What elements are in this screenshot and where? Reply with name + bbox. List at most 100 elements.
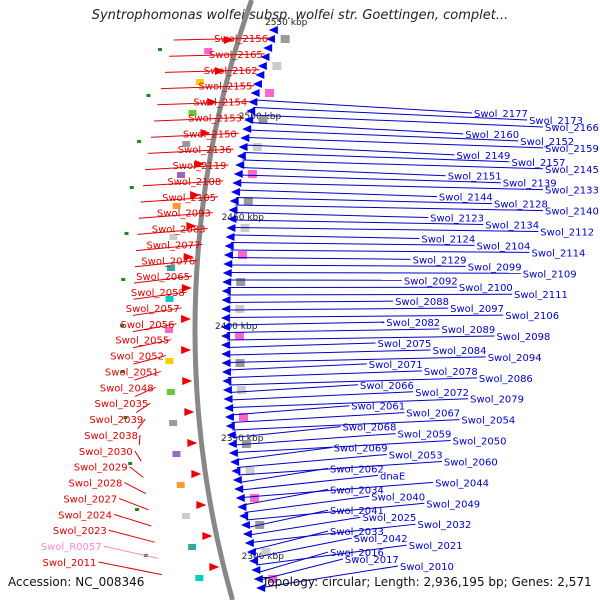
right-leader-line [233,433,396,446]
left-gene-label: Swol_2119 [173,161,227,172]
reverse-gene-arrow [221,314,231,322]
left-leader-line [134,370,161,381]
left-gene-label: Swol_2035 [95,399,149,410]
reverse-gene-arrow [244,539,254,547]
gene-block [182,141,191,147]
reverse-gene-arrow [230,458,240,466]
right-leader-line [254,99,473,114]
rna-mark [137,140,142,143]
left-gene-label: Swol_2038 [84,431,138,442]
gene-block [235,332,245,340]
right-leader-line [245,144,455,156]
reverse-gene-arrow [224,404,234,412]
left-gene-label: Swol_R0057 [41,542,102,553]
left-leader-line [138,434,141,446]
right-gene-label: Swol_2040 [371,492,425,503]
reverse-gene-arrow [233,170,243,178]
right-gene-label: Swol_2044 [435,478,489,489]
right-leader-line [228,272,521,274]
left-leader-line [134,386,156,397]
right-leader-line [227,307,449,311]
right-gene-label: Swol_2160 [465,130,519,141]
reverse-gene-arrow [238,143,248,151]
gene-block [166,265,175,271]
right-gene-label: Swol_2089 [441,325,495,336]
gene-block [237,251,247,259]
right-gene-label: Swol_2094 [488,353,542,364]
right-gene-label: Swol_2129 [413,255,467,266]
right-gene-label: Swol_2106 [505,311,559,322]
left-gene-label: Swol_2029 [74,463,128,474]
rna-mark [134,508,139,511]
right-gene-label: Swol_2010 [400,562,454,573]
left-leader-line [135,243,203,252]
right-leader-line [234,212,429,219]
reverse-gene-arrow [221,287,231,295]
reverse-gene-arrow [231,467,241,475]
right-leader-line [228,377,477,386]
right-leader-line [239,467,329,483]
reverse-gene-arrow [221,305,231,313]
forward-gene-arrow [191,470,202,478]
rna-mark [123,416,128,419]
forward-gene-arrow [182,377,193,385]
right-gene-label: Swol_2049 [426,499,480,510]
right-gene-label: Swol_2050 [453,437,507,448]
left-gene-label: Swol_2065 [136,272,190,283]
left-gene-label: Swol_2052 [110,352,164,363]
reverse-gene-arrow [235,494,245,502]
gene-block [236,278,246,286]
left-leader-line [133,291,187,300]
gene-block [252,143,262,151]
right-leader-line [227,349,431,356]
left-leader-line [150,132,239,138]
right-gene-label: Swol_2152 [520,137,574,148]
reverse-gene-arrow [230,188,240,196]
left-gene-label: Swol_2165 [209,50,263,61]
right-leader-line [232,227,539,232]
right-leader-line [227,300,394,303]
right-gene-label: Swol_2061 [351,402,405,413]
reverse-gene-arrow [222,377,232,385]
right-leader-line [229,384,359,393]
reverse-gene-arrow [222,278,232,286]
right-gene-label: Swol_2159 [545,144,599,155]
forward-gene-arrow [207,98,218,106]
reverse-gene-arrow [225,233,235,241]
forward-gene-arrow [183,253,194,261]
reverse-gene-arrow [260,53,270,61]
right-leader-line [248,129,519,142]
forward-gene-arrow [184,408,195,416]
kbp-marker: 2300 kbp [242,552,285,562]
right-gene-label: Swol_2054 [461,416,515,427]
right-leader-line [260,558,344,581]
gene-block [166,389,175,395]
left-gene-label: Swol_2024 [58,510,112,521]
reverse-gene-arrow [226,224,236,232]
reverse-gene-arrow [240,134,250,142]
right-gene-label: Swol_2072 [415,388,469,399]
right-gene-label: Swol_2124 [421,234,475,245]
forward-gene-arrow [196,501,207,509]
left-gene-label: Swol_2028 [69,479,123,490]
rna-mark [124,232,129,235]
right-leader-line [238,182,544,191]
right-gene-label: Swol_2177 [474,109,528,120]
right-gene-label: Swol_2082 [386,318,440,329]
left-gene-label: Swol_2057 [126,304,180,315]
right-leader-line [230,405,350,416]
right-leader-line [251,114,544,128]
reverse-gene-arrow [256,584,266,592]
reverse-gene-arrow [223,251,233,259]
right-leader-line [233,219,484,226]
gene-block [258,116,268,124]
left-leader-line [138,212,213,219]
gene-block [280,35,290,43]
reverse-gene-arrow [221,350,231,358]
reverse-gene-arrow [250,89,260,97]
left-gene-label: Swol_2011 [43,558,97,569]
right-leader-line [227,335,495,341]
gene-block [172,451,181,457]
gene-block [177,172,185,178]
